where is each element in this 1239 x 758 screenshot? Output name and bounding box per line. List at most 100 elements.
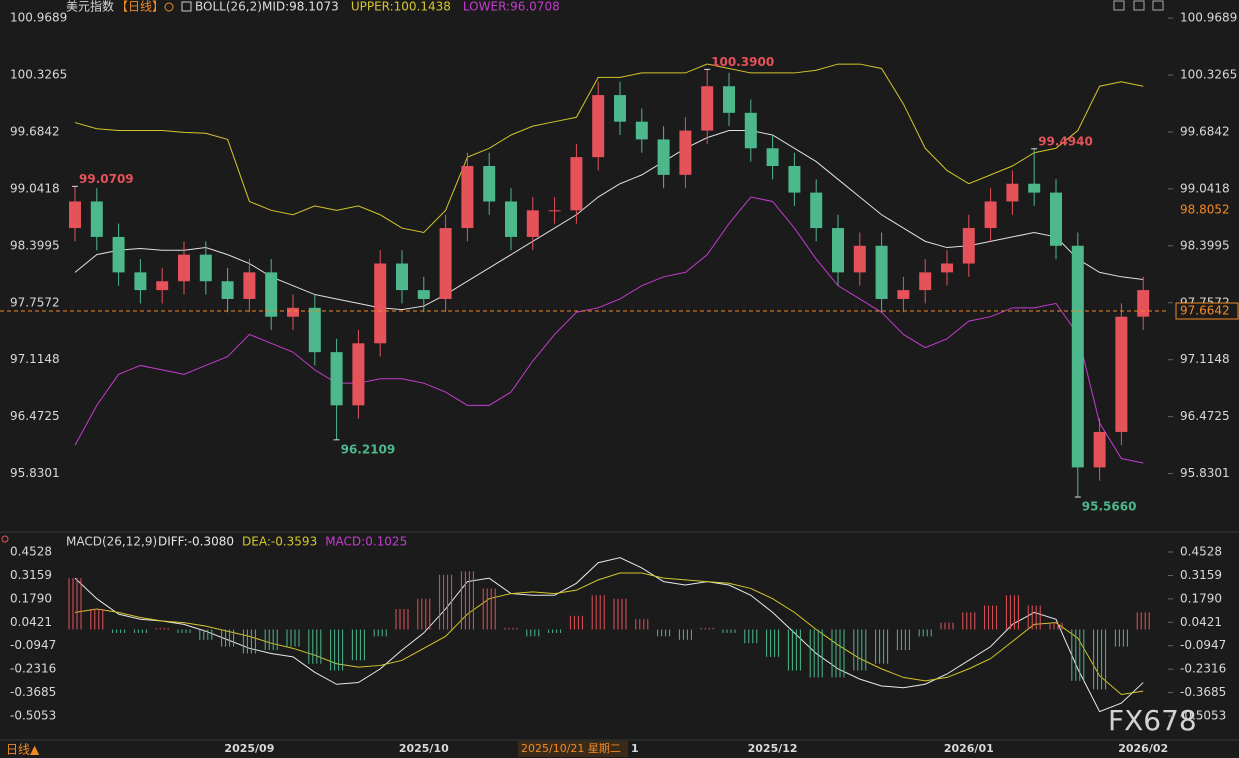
y-tick-label: 97.7572 [10, 295, 60, 309]
candle-body [69, 201, 81, 229]
y-tick-label: 97.1148 [1180, 352, 1230, 366]
y-tick-label: 96.4725 [10, 409, 60, 423]
candle-body [461, 166, 474, 229]
macd-line [74, 557, 1144, 713]
marker-label: 98.8052 [1180, 202, 1230, 216]
candle-body [614, 95, 626, 122]
y-tick-label: 99.6842 [1180, 124, 1230, 138]
boll-line [74, 63, 1144, 234]
candle-body [483, 166, 496, 202]
y-tick-label: 99.0418 [1180, 181, 1230, 195]
annotation: 100.3900 [711, 55, 774, 69]
crosshair-label: 2025/10/21 星期二 [521, 742, 621, 755]
candle-body [1050, 192, 1062, 246]
candle-body [134, 272, 147, 291]
price-label-box [1175, 302, 1239, 320]
y-tick-label: 98.3995 [1180, 238, 1230, 252]
y-tick-label: 0.3159 [10, 568, 52, 582]
toolbar-button[interactable] [1152, 0, 1164, 11]
y-tick-label: 98.3995 [10, 238, 60, 252]
crosshair-label-box [518, 741, 628, 757]
candle-body [679, 130, 692, 175]
y-tick-label: 0.4528 [10, 545, 52, 559]
annotation: 95.5660 [1082, 499, 1137, 513]
candle-body [374, 263, 387, 344]
candle-body [548, 210, 561, 212]
price-label: 97.6642 [1180, 304, 1230, 318]
macd-line [74, 572, 1144, 696]
y-tick-label: 0.1790 [10, 591, 52, 605]
y-tick-label: 0.0421 [10, 615, 52, 629]
candle-body [178, 254, 190, 282]
candle-body [657, 139, 670, 175]
y-tick-label: 0.4528 [1180, 545, 1222, 559]
toolbar-button[interactable] [1133, 0, 1145, 11]
candle-body [1028, 183, 1041, 193]
y-tick-label: -0.2316 [10, 662, 56, 676]
toolbar[interactable] [1113, 0, 1164, 11]
y-tick-label: -0.5053 [1180, 708, 1226, 722]
candle-body [570, 157, 583, 211]
legend-entry: DEA:-0.3593 [242, 535, 317, 549]
y-tick-label: -0.0947 [10, 638, 56, 652]
candle-body [396, 263, 408, 291]
y-tick-label: 95.8301 [10, 466, 60, 480]
candle-body [788, 166, 801, 193]
candle-body [1093, 431, 1106, 468]
settings-icon[interactable] [164, 2, 174, 12]
candle-body [221, 281, 234, 299]
candle-body [832, 228, 844, 273]
candle-body [723, 86, 735, 113]
candle-body [243, 272, 256, 299]
candle-body [766, 148, 779, 167]
indicator: BOLL(26,2) [195, 0, 262, 14]
watermark: FX678 [1108, 704, 1197, 737]
legend-entry: DIFF:-0.3080 [158, 535, 234, 549]
candle-body [199, 254, 212, 282]
footer[interactable]: 日线▲ [6, 743, 40, 757]
candle-body [919, 272, 932, 291]
candle-body [897, 290, 910, 299]
candle-body [853, 245, 866, 273]
y-tick-label: -0.3685 [10, 685, 56, 699]
x-tick-label: 2025/10 [399, 742, 449, 755]
x-tick-label: 2025/09 [224, 742, 274, 755]
legend-entry: MACD:0.1025 [325, 535, 407, 549]
candle-body [984, 201, 997, 229]
y-tick-label: 95.8301 [1180, 466, 1230, 480]
y-tick-label: 0.0421 [1180, 615, 1222, 629]
y-tick-label: 99.0418 [10, 181, 60, 195]
y-tick-label: -0.3685 [1180, 685, 1226, 699]
candle-body [352, 343, 365, 406]
y-tick-label: 97.1148 [10, 352, 60, 366]
candle-body [90, 201, 103, 237]
candle-body [810, 192, 823, 229]
indicator-icon[interactable] [181, 1, 192, 12]
hidden-label: 1 [631, 742, 639, 755]
candle-body [1071, 245, 1084, 468]
annotation: 96.2109 [341, 442, 396, 456]
y-tick-label: 100.9689 [10, 11, 67, 25]
chart-title: 美元指数 [66, 0, 114, 14]
annotation: 99.0709 [79, 172, 134, 186]
macd-icon [1, 535, 9, 543]
period[interactable]: 【日线】 [116, 0, 164, 14]
legend-entry: LOWER:96.0708 [463, 0, 560, 14]
candle-body [744, 112, 757, 149]
y-tick-label: -0.5053 [10, 708, 56, 722]
x-tick-label: 2026/02 [1118, 742, 1168, 755]
candle-body [308, 307, 321, 353]
y-tick-label: -0.2316 [1180, 662, 1226, 676]
candle-body [265, 272, 278, 317]
legend-entry: UPPER:100.1438 [351, 0, 451, 14]
macd-title: MACD(26,12,9) [66, 535, 157, 549]
candle-body [1006, 183, 1019, 202]
y-tick-label: 100.3265 [1180, 68, 1237, 82]
candle-body [962, 228, 975, 264]
candle-body [156, 281, 169, 291]
y-tick-label: 99.6842 [10, 124, 60, 138]
toolbar-button[interactable] [1113, 0, 1125, 11]
candle-body [941, 263, 953, 273]
y-tick-label: 100.9689 [1180, 11, 1237, 25]
